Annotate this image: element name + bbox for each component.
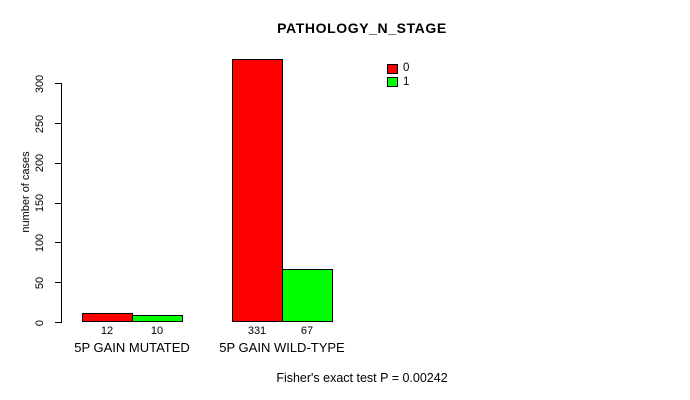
- legend-entry-0: 0: [387, 62, 409, 76]
- y-tick-label: 50: [34, 276, 46, 289]
- bar-0-group-0: [82, 312, 133, 323]
- x-category-label: 5P GAIN MUTATED: [74, 340, 190, 355]
- y-tick-mark: [55, 282, 62, 284]
- y-tick-label: 200: [34, 154, 46, 173]
- y-tick-label: 0: [34, 319, 46, 326]
- y-tick-mark: [55, 123, 62, 124]
- legend-entry-1: 1: [387, 76, 409, 90]
- bar-value-label: 331: [247, 325, 267, 337]
- bar-1-group-1: [282, 269, 333, 323]
- y-tick-label: 250: [34, 114, 46, 133]
- x-category-label: 5P GAIN WILD-TYPE: [219, 340, 345, 355]
- y-tick-mark: [55, 162, 62, 164]
- legend: 0 1: [387, 62, 409, 89]
- y-tick-mark: [55, 242, 62, 244]
- y-tick-mark: [55, 83, 62, 85]
- legend-swatch-red-icon: [387, 63, 398, 74]
- y-axis-label: number of cases: [20, 151, 32, 233]
- stat-annotation: Fisher's exact test P = 0.00242: [276, 371, 448, 385]
- bar-value-label: 10: [150, 325, 164, 337]
- bar-1-group-0: [132, 314, 183, 323]
- bar-0-group-1: [232, 59, 283, 323]
- y-tick-mark: [55, 322, 62, 323]
- y-tick-mark: [55, 202, 62, 204]
- bar-value-label: 12: [100, 325, 114, 337]
- legend-label: 0: [403, 62, 410, 75]
- chart-title: PATHOLOGY_N_STAGE: [277, 20, 447, 36]
- legend-swatch-green-icon: [387, 77, 398, 88]
- y-tick-label: 300: [34, 74, 46, 93]
- y-tick-label: 150: [34, 193, 46, 213]
- bar-value-label: 67: [300, 325, 314, 337]
- legend-label: 1: [403, 75, 410, 88]
- y-tick-label: 100: [34, 233, 46, 253]
